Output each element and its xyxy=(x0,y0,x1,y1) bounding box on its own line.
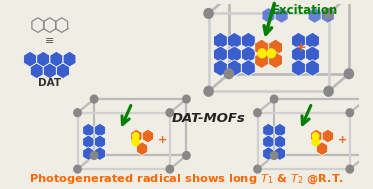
Circle shape xyxy=(312,138,319,146)
Circle shape xyxy=(324,86,333,96)
Polygon shape xyxy=(269,52,282,68)
Polygon shape xyxy=(94,147,106,160)
Circle shape xyxy=(204,9,213,18)
Text: DAT-MOFs: DAT-MOFs xyxy=(172,112,245,125)
Circle shape xyxy=(74,109,81,117)
Polygon shape xyxy=(262,8,275,23)
Polygon shape xyxy=(214,46,227,63)
Polygon shape xyxy=(292,46,305,63)
Polygon shape xyxy=(322,129,333,143)
Text: +: + xyxy=(338,135,347,145)
Polygon shape xyxy=(30,63,43,79)
Polygon shape xyxy=(131,129,142,143)
Polygon shape xyxy=(255,52,269,68)
Polygon shape xyxy=(275,8,288,23)
Circle shape xyxy=(204,86,213,96)
Circle shape xyxy=(363,152,370,159)
Circle shape xyxy=(90,152,98,159)
Polygon shape xyxy=(37,51,50,67)
Circle shape xyxy=(183,152,190,159)
Polygon shape xyxy=(306,60,319,76)
Circle shape xyxy=(254,165,261,173)
Polygon shape xyxy=(263,123,274,137)
Polygon shape xyxy=(137,142,148,156)
Polygon shape xyxy=(308,8,321,23)
Polygon shape xyxy=(242,32,255,49)
Polygon shape xyxy=(242,60,255,76)
Polygon shape xyxy=(292,60,305,76)
Polygon shape xyxy=(269,39,282,56)
Circle shape xyxy=(270,95,278,103)
Polygon shape xyxy=(322,8,334,23)
Text: +: + xyxy=(158,135,167,145)
Polygon shape xyxy=(228,32,241,49)
Polygon shape xyxy=(94,135,106,149)
Polygon shape xyxy=(274,135,285,149)
Circle shape xyxy=(224,0,233,1)
Text: Photogenerated radical shows long $T_1$ & $T_2$ @R.T.: Photogenerated radical shows long $T_1$ … xyxy=(29,172,344,186)
Circle shape xyxy=(166,109,173,117)
Polygon shape xyxy=(228,60,241,76)
Circle shape xyxy=(270,152,278,159)
Circle shape xyxy=(132,138,140,146)
Polygon shape xyxy=(24,51,37,67)
Circle shape xyxy=(132,133,139,139)
Circle shape xyxy=(267,49,276,58)
Circle shape xyxy=(346,109,354,117)
Text: +: + xyxy=(295,41,306,54)
Polygon shape xyxy=(214,32,227,49)
Polygon shape xyxy=(311,129,322,143)
Circle shape xyxy=(74,165,81,173)
Circle shape xyxy=(166,165,173,173)
Polygon shape xyxy=(214,60,227,76)
Text: ≡: ≡ xyxy=(45,36,54,46)
Circle shape xyxy=(313,133,319,139)
Text: DAT: DAT xyxy=(38,78,62,88)
Polygon shape xyxy=(142,129,153,143)
Polygon shape xyxy=(83,135,94,149)
Polygon shape xyxy=(242,46,255,63)
Polygon shape xyxy=(263,135,274,149)
Polygon shape xyxy=(94,123,106,137)
Circle shape xyxy=(363,95,370,103)
Polygon shape xyxy=(263,147,274,160)
Circle shape xyxy=(90,95,98,103)
Circle shape xyxy=(183,95,190,103)
Polygon shape xyxy=(317,142,328,156)
Polygon shape xyxy=(57,63,69,79)
Polygon shape xyxy=(43,63,56,79)
Circle shape xyxy=(224,69,233,79)
Circle shape xyxy=(324,9,333,18)
Polygon shape xyxy=(63,51,76,67)
Circle shape xyxy=(346,165,354,173)
Text: Excitation: Excitation xyxy=(272,4,339,17)
Circle shape xyxy=(258,49,266,58)
Polygon shape xyxy=(83,147,94,160)
Polygon shape xyxy=(306,32,319,49)
Polygon shape xyxy=(274,147,285,160)
Circle shape xyxy=(254,109,261,117)
Polygon shape xyxy=(292,32,305,49)
Circle shape xyxy=(344,0,354,1)
Polygon shape xyxy=(50,51,63,67)
Polygon shape xyxy=(228,46,241,63)
Polygon shape xyxy=(274,123,285,137)
Polygon shape xyxy=(306,46,319,63)
Polygon shape xyxy=(83,123,94,137)
Circle shape xyxy=(344,69,354,79)
Polygon shape xyxy=(255,39,269,56)
